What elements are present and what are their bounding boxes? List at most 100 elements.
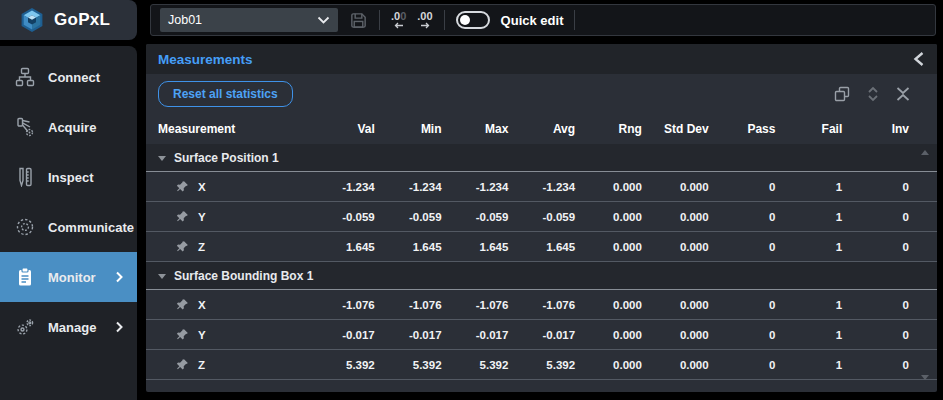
cell-avg: 5.392 (508, 359, 575, 371)
table-row[interactable]: X -1.234 -1.234 -1.234 -1.234 0.000 0.00… (146, 172, 937, 202)
pin-icon[interactable] (176, 210, 189, 223)
copy-icon[interactable] (833, 85, 851, 103)
cell-stddev: 0.000 (642, 241, 709, 253)
table-row[interactable]: X -1.076 -1.076 -1.076 -1.076 0.000 0.00… (146, 290, 937, 320)
cell-min: -0.059 (375, 211, 442, 223)
group-name: Surface Bounding Box 1 (174, 269, 313, 283)
sidebar-item-manage[interactable]: Manage (0, 302, 137, 352)
cell-avg: -0.017 (508, 329, 575, 341)
pin-icon[interactable] (176, 180, 189, 193)
decimal-decrease-icon: .00 (391, 11, 406, 21)
decimal-increase-icon: .00 (417, 11, 432, 21)
cell-avg: -0.059 (508, 211, 575, 223)
cell-avg: -1.234 (508, 181, 575, 193)
decrease-decimals-button[interactable]: .00 (391, 11, 406, 29)
cell-fail: 1 (775, 181, 842, 193)
sidebar-item-inspect[interactable]: Inspect (0, 152, 137, 202)
cell-max: 5.392 (442, 359, 509, 371)
pin-icon[interactable] (176, 328, 189, 341)
cell-min: -1.076 (375, 299, 442, 311)
scroll-up-icon[interactable] (921, 150, 929, 155)
cell-pass: 0 (709, 299, 776, 311)
cell-stddev: 0.000 (642, 329, 709, 341)
sidebar-item-label: Acquire (48, 120, 96, 135)
measurements-panel: Measurements Reset all statistics (146, 44, 937, 392)
chevron-right-icon (113, 321, 125, 333)
cell-inv: 0 (842, 241, 909, 253)
sidebar-item-communicate[interactable]: Communicate (0, 202, 137, 252)
cell-rng: 0.000 (575, 299, 642, 311)
reset-statistics-button[interactable]: Reset all statistics (158, 81, 293, 107)
cell-max: -0.059 (442, 211, 509, 223)
cell-avg: 1.645 (508, 241, 575, 253)
job-select[interactable]: Job01 (160, 8, 338, 32)
cell-fail: 1 (775, 299, 842, 311)
sidebar-item-connect[interactable]: Connect (0, 52, 137, 102)
pin-icon[interactable] (176, 240, 189, 253)
scroll-down-icon[interactable] (921, 375, 929, 380)
column-header-max[interactable]: Max (442, 122, 509, 136)
sidebar-item-monitor[interactable]: Monitor (0, 252, 137, 302)
cell-max: -1.076 (442, 299, 509, 311)
cell-min: 5.392 (375, 359, 442, 371)
cell-max: -1.234 (442, 181, 509, 193)
column-header-rng[interactable]: Rng (575, 122, 642, 136)
column-header-inv[interactable]: Inv (842, 122, 909, 136)
pin-icon[interactable] (176, 358, 189, 371)
expand-rows-icon[interactable] (866, 86, 880, 102)
column-header-measurement[interactable]: Measurement (158, 122, 308, 136)
sidebar-nav: Connect Acquire Inspect (0, 46, 137, 400)
panel-toolbar: Reset all statistics (146, 74, 937, 114)
save-job-button[interactable] (349, 11, 368, 30)
column-header-avg[interactable]: Avg (508, 122, 575, 136)
cell-rng: 0.000 (575, 329, 642, 341)
cell-fail: 1 (775, 211, 842, 223)
table-row[interactable]: Y -0.059 -0.059 -0.059 -0.059 0.000 0.00… (146, 202, 937, 232)
increase-decimals-button[interactable]: .00 (417, 11, 432, 29)
cell-fail: 1 (775, 329, 842, 341)
cell-inv: 0 (842, 329, 909, 341)
cell-min: -1.234 (375, 181, 442, 193)
cell-val: 1.645 (308, 241, 375, 253)
sidebar-item-label: Manage (48, 320, 96, 335)
collapse-panel-icon[interactable] (912, 51, 925, 67)
measurement-label: X (198, 181, 206, 193)
cell-stddev: 0.000 (642, 211, 709, 223)
cell-pass: 0 (709, 359, 776, 371)
chevron-right-icon (113, 271, 125, 283)
collapse-rows-icon[interactable] (895, 86, 911, 102)
sensor-icon (14, 117, 36, 137)
table-row[interactable]: Y -0.017 -0.017 -0.017 -0.017 0.000 0.00… (146, 320, 937, 350)
cell-val: -1.076 (308, 299, 375, 311)
chevron-down-icon (317, 16, 330, 25)
cell-rng: 0.000 (575, 359, 642, 371)
sidebar-item-acquire[interactable]: Acquire (0, 102, 137, 152)
table-row[interactable]: Z 1.645 1.645 1.645 1.645 0.000 0.000 0 … (146, 232, 937, 262)
caret-down-icon[interactable] (158, 156, 166, 161)
sidebar-item-label: Connect (48, 70, 100, 85)
group-row-surface-position[interactable]: Surface Position 1 (146, 144, 937, 172)
caret-down-icon[interactable] (158, 274, 166, 279)
group-row-surface-bounding-box[interactable]: Surface Bounding Box 1 (146, 262, 937, 290)
measurement-label: X (198, 299, 206, 311)
cell-avg: -1.076 (508, 299, 575, 311)
job-select-value: Job01 (168, 13, 202, 27)
toolbar-divider (379, 10, 380, 30)
app-title: GoPxL (54, 10, 110, 30)
group-name: Surface Position 1 (174, 151, 279, 165)
sidebar-item-label: Monitor (48, 270, 96, 285)
cell-val: -0.059 (308, 211, 375, 223)
column-header-stddev[interactable]: Std Dev (642, 122, 709, 136)
pin-icon[interactable] (176, 298, 189, 311)
column-header-val[interactable]: Val (308, 122, 375, 136)
calipers-icon (14, 167, 36, 187)
column-header-fail[interactable]: Fail (775, 122, 842, 136)
measurement-label: Y (198, 211, 206, 223)
table-header-row: Measurement Val Min Max Avg Rng Std Dev … (146, 114, 937, 144)
toolbar-divider (574, 10, 575, 30)
quick-edit-toggle[interactable] (456, 11, 490, 29)
cell-inv: 0 (842, 181, 909, 193)
table-row[interactable]: Z 5.392 5.392 5.392 5.392 0.000 0.000 0 … (146, 350, 937, 380)
column-header-min[interactable]: Min (375, 122, 442, 136)
column-header-pass[interactable]: Pass (709, 122, 776, 136)
